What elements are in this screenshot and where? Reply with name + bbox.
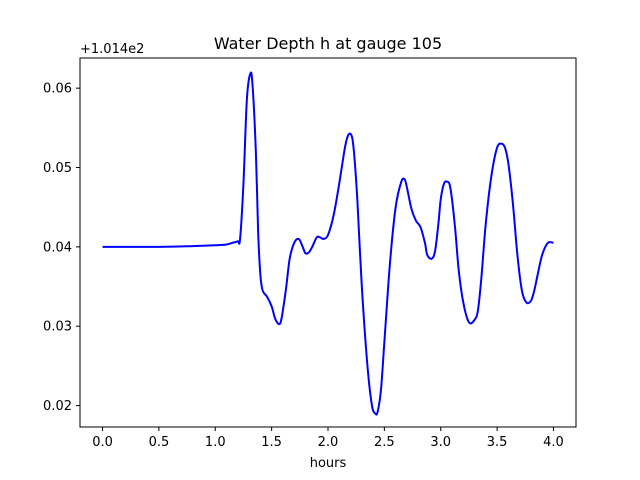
x-axis-label: hours xyxy=(310,456,347,471)
x-tick-label: 2.5 xyxy=(374,435,395,450)
plot-frame xyxy=(79,57,577,428)
series-line xyxy=(102,71,554,416)
x-tick-label: 1.5 xyxy=(261,435,282,450)
y-offset-label: +1.014e2 xyxy=(80,42,144,57)
x-tick-label: 3.0 xyxy=(430,435,451,450)
axis-ticks: 0.0 0.5 1.0 1.5 2.0 2.5 3.0 3.5 4.0 0.02 0.03 0.04 0… xyxy=(43,82,564,450)
y-tick-label: 0.05 xyxy=(43,161,72,176)
x-tick-label: 2.0 xyxy=(318,435,339,450)
x-tick-label: 1.0 xyxy=(205,435,226,450)
chart-title: Water Depth h at gauge 105 xyxy=(214,34,442,53)
y-tick-label: 0.02 xyxy=(43,399,72,414)
x-tick-label: 0.5 xyxy=(149,435,170,450)
x-tick-label: 0.0 xyxy=(92,435,113,450)
y-tick-label: 0.06 xyxy=(43,82,72,97)
x-tick-label: 3.5 xyxy=(487,435,508,450)
plot-area xyxy=(102,71,554,416)
y-tick-label: 0.03 xyxy=(43,320,72,335)
x-tick-label: 4.0 xyxy=(543,435,564,450)
y-tick-label: 0.04 xyxy=(43,240,72,255)
